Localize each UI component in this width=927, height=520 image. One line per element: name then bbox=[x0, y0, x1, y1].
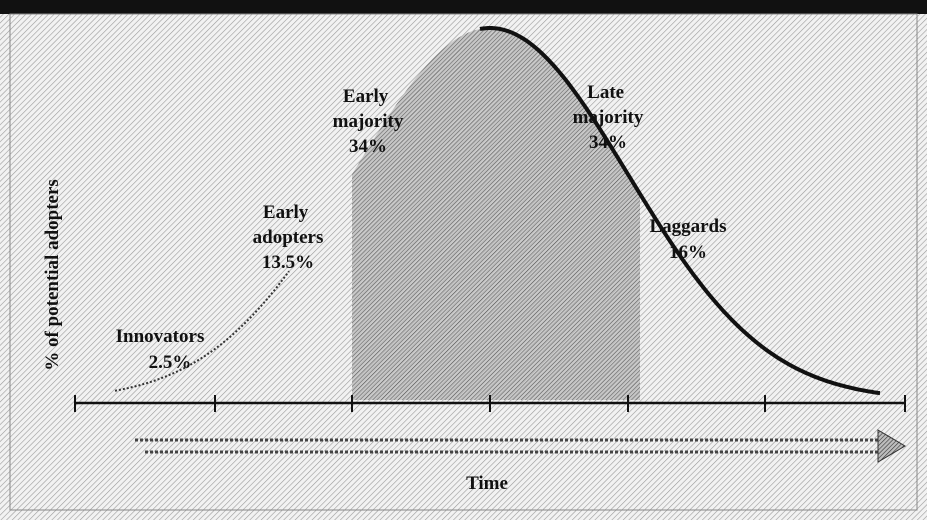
x-axis-label: Time bbox=[466, 473, 508, 494]
segment-name-line: Early bbox=[343, 86, 393, 107]
segment-share: 16% bbox=[669, 242, 707, 263]
segment-name-line: adopters bbox=[253, 227, 324, 248]
segment-name: Innovators bbox=[116, 326, 205, 347]
top-band bbox=[0, 0, 927, 14]
y-axis-label: % of potential adopters bbox=[42, 179, 63, 371]
segment-name-line: majority bbox=[573, 107, 644, 128]
diagram: Time % of potential adopters Innovators 2… bbox=[0, 0, 927, 520]
segment-share: 34% bbox=[589, 132, 627, 153]
segment-share: 13.5% bbox=[262, 252, 314, 273]
segment-share: 34% bbox=[349, 136, 387, 157]
segment-name-line: majority bbox=[333, 111, 404, 132]
segment-share: 2.5% bbox=[149, 352, 192, 373]
page: {"diagram": {"y_axis_label": "% of poten… bbox=[0, 0, 927, 520]
segment-label: Laggards bbox=[649, 216, 726, 237]
segment-name-line: Early bbox=[263, 202, 313, 223]
segment-name: Laggards bbox=[649, 216, 726, 237]
segment-name-line: Late bbox=[587, 82, 629, 103]
segment-label: Innovators bbox=[116, 326, 205, 347]
